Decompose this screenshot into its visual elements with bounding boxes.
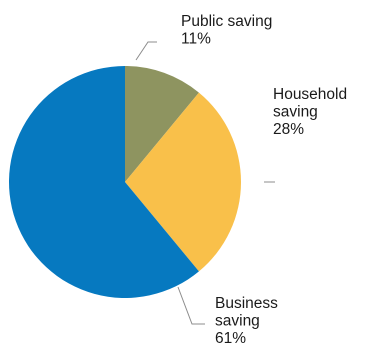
slice-value-label: 61% [215,330,246,347]
pie-slice-household-saving [125,92,241,272]
slice-name-label: saving [215,313,260,330]
leader-line-business-saving [177,286,205,325]
slice-value-label: 28% [273,121,304,138]
pie-slice-public-saving [125,66,199,182]
slice-value-label: 11% [181,31,211,48]
slice-name-label: saving [273,104,318,121]
slices [8,66,241,298]
pie-slice-business-saving [8,66,199,298]
leader-lines [135,41,275,325]
slice-labels: Public saving11%Householdsaving28%Busine… [181,13,347,347]
slice-name-label: Public saving [181,13,272,30]
slice-name-label: Household [273,86,347,103]
leader-line-public-saving [135,41,157,61]
slice-name-label: Business [215,295,278,312]
